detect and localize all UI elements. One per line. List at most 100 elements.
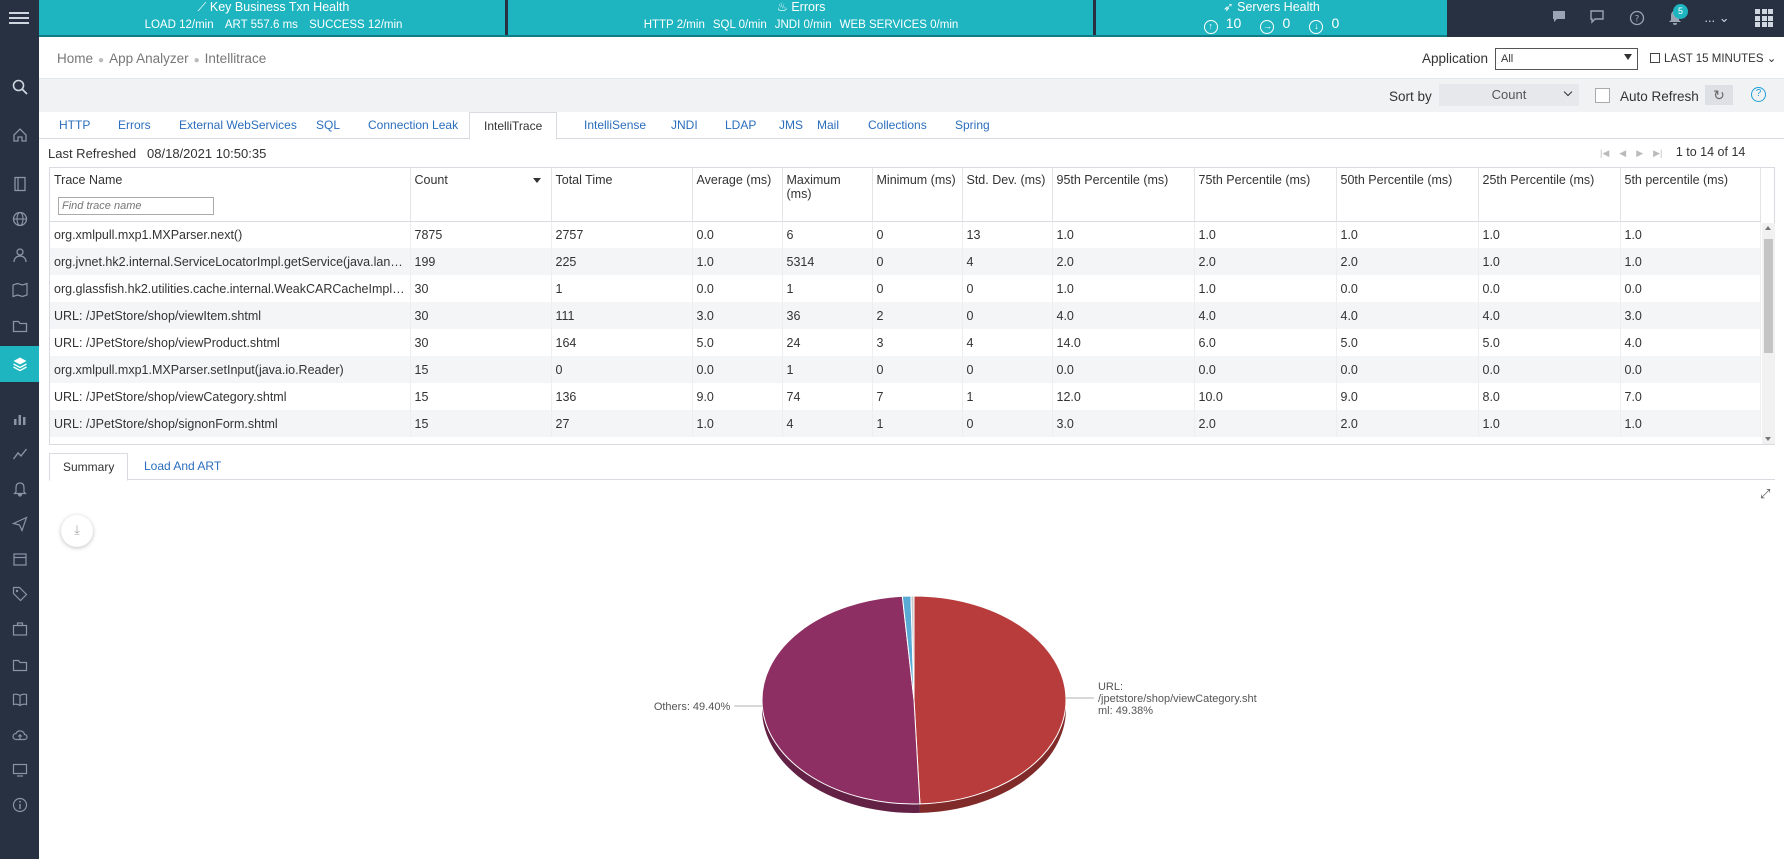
first-page-icon[interactable]: |◀	[1600, 148, 1610, 158]
tab-ldap[interactable]: LDAP	[725, 118, 757, 132]
user-icon[interactable]	[0, 243, 39, 267]
auto-refresh-checkbox[interactable]	[1595, 88, 1610, 103]
breadcrumb-app-analyzer[interactable]: App Analyzer	[109, 51, 189, 66]
cloud-upload-icon[interactable]	[0, 723, 39, 747]
tab-spring[interactable]: Spring	[955, 118, 990, 132]
table-cell: 4.0	[1052, 302, 1195, 329]
tab-intellisense[interactable]: IntelliSense	[584, 118, 647, 132]
servers-up[interactable]: ↑ 10	[1200, 16, 1246, 34]
col-total-time[interactable]: Total Time	[551, 168, 693, 222]
calendar-icon[interactable]	[0, 547, 39, 571]
table-row[interactable]: URL: /JPetStore/shop/viewProduct.shtml 30…	[50, 329, 1761, 356]
tab-intellitrace[interactable]: IntelliTrace	[469, 112, 558, 140]
expand-icon[interactable]: ⤢	[1760, 486, 1771, 501]
kpi-servers-health[interactable]: ➶ Servers Health ↑ 10 → 0 ↓ 0	[1096, 0, 1447, 36]
scroll-up-icon[interactable]	[1765, 226, 1771, 230]
time-range-picker[interactable]: LAST 15 MINUTES ⌄	[1650, 51, 1776, 65]
folder-open-icon[interactable]	[0, 653, 39, 677]
user-menu[interactable]: ... ⌄	[1702, 10, 1732, 26]
open-book-icon[interactable]	[0, 688, 39, 712]
globe-icon[interactable]	[0, 207, 39, 231]
kpi-errors[interactable]: ♨ Errors HTTP 2/min SQL 0/min JNDI 0/min WE…	[508, 0, 1094, 36]
tab-external-webservices[interactable]: External WebServices	[179, 118, 297, 132]
pie-slice[interactable]	[913, 595, 1067, 805]
tab-load-and-art[interactable]: Load And ART	[144, 459, 222, 473]
prev-page-icon[interactable]: ◀	[1619, 148, 1627, 158]
scroll-down-icon[interactable]	[1765, 437, 1771, 441]
find-trace-input[interactable]	[58, 197, 214, 215]
tab-collections[interactable]: Collections	[868, 118, 927, 132]
monitor-icon[interactable]	[0, 758, 39, 782]
briefcase-icon[interactable]	[0, 617, 39, 641]
line-chart-icon[interactable]	[0, 442, 39, 466]
col-p25[interactable]: 25th Percentile (ms)	[1478, 168, 1621, 222]
col-trace-name[interactable]: Trace Name	[50, 168, 411, 222]
table-cell: 3.0	[692, 302, 783, 329]
home-icon[interactable]	[0, 123, 39, 147]
tab-connection-leak[interactable]: Connection Leak	[368, 118, 459, 132]
col-p95[interactable]: 95th Percentile (ms)	[1052, 168, 1195, 222]
tab-errors[interactable]: Errors	[118, 118, 151, 132]
pie-slice[interactable]	[910, 595, 915, 701]
help-icon[interactable]: ?	[1751, 87, 1766, 102]
next-page-icon[interactable]: ▶	[1636, 148, 1644, 158]
tab-mail[interactable]: Mail	[817, 118, 840, 132]
sort-by-select[interactable]: Count	[1439, 84, 1579, 106]
table-cell: URL: /JPetStore/shop/viewCategory.shtml	[50, 383, 411, 410]
bar-chart-icon[interactable]	[0, 407, 39, 431]
servers-down[interactable]: ↓ 0	[1305, 16, 1343, 34]
table-row[interactable]: org.xmlpull.mxp1.MXParser.setInput(java.…	[50, 356, 1761, 383]
breadcrumb-home[interactable]: Home	[57, 51, 94, 66]
search-icon[interactable]	[0, 75, 39, 99]
tab-summary[interactable]: Summary	[49, 453, 129, 481]
pie-slice[interactable]	[761, 595, 921, 805]
col-count[interactable]: Count	[410, 168, 552, 222]
table-row[interactable]: URL: /JPetStore/shop/viewCategory.shtml 1…	[50, 383, 1761, 410]
table-cell: 7875	[410, 221, 552, 248]
table-row[interactable]: org.xmlpull.mxp1.MXParser.next() 7875 2757…	[50, 221, 1761, 248]
scroll-thumb[interactable]	[1764, 239, 1773, 353]
apps-grid-icon[interactable]	[1755, 9, 1773, 27]
info-icon[interactable]	[0, 793, 39, 817]
tag-icon[interactable]	[0, 582, 39, 606]
col-maximum[interactable]: Maximum (ms)	[782, 168, 873, 222]
table-row[interactable]: URL: /JPetStore/shop/viewItem.shtml 30 111…	[50, 302, 1761, 329]
col-minimum[interactable]: Minimum (ms)	[872, 168, 963, 222]
servers-warning[interactable]: → 0	[1256, 16, 1294, 34]
refresh-button[interactable]: ↻	[1705, 85, 1733, 105]
table-cell: 74	[782, 383, 873, 410]
kpi-title: Key Business Txn Health	[209, 0, 350, 14]
table-row[interactable]: org.glassfish.hk2.utilities.cache.intern…	[50, 275, 1761, 302]
download-button[interactable]: ⤓	[61, 515, 93, 547]
application-select[interactable]: All	[1495, 48, 1638, 70]
send-icon[interactable]	[0, 512, 39, 536]
trace-table: Trace Name Count Total Time Average (ms)…	[49, 167, 1775, 445]
table-row[interactable]: URL: /JPetStore/shop/signonForm.shtml 15 2…	[50, 410, 1761, 437]
tab-http[interactable]: HTTP	[59, 118, 91, 132]
tab-sql[interactable]: SQL	[316, 118, 341, 132]
col-std-dev[interactable]: Std. Dev. (ms)	[962, 168, 1053, 222]
chat-icon[interactable]	[1550, 10, 1568, 26]
last-page-icon[interactable]: ▶|	[1653, 148, 1663, 158]
col-p50[interactable]: 50th Percentile (ms)	[1336, 168, 1479, 222]
help-circle-icon[interactable]: ?	[1628, 10, 1646, 26]
auto-refresh-label[interactable]: Auto Refresh	[1620, 89, 1699, 104]
tab-jndi[interactable]: JNDI	[671, 118, 698, 132]
col-p5[interactable]: 5th percentile (ms)	[1620, 168, 1761, 222]
comments-icon[interactable]	[1588, 10, 1606, 26]
tab-jms[interactable]: JMS	[779, 118, 803, 132]
hamburger-menu-icon[interactable]	[9, 9, 29, 27]
col-p75[interactable]: 75th Percentile (ms)	[1194, 168, 1337, 222]
layers-icon[interactable]	[0, 346, 39, 382]
table-row[interactable]: org.jvnet.hk2.internal.ServiceLocatorImp…	[50, 248, 1761, 275]
map-icon[interactable]	[0, 278, 39, 302]
table-scrollbar[interactable]	[1762, 223, 1775, 444]
table-cell: 0.0	[1478, 356, 1621, 383]
kpi-key-business-txn[interactable]: ⟋ Key Business Txn Health LOAD 12/min AR…	[39, 0, 508, 36]
col-average[interactable]: Average (ms)	[692, 168, 783, 222]
application-select-value: All	[1501, 53, 1514, 65]
bell-icon[interactable]	[0, 477, 39, 501]
folder-icon[interactable]	[0, 314, 39, 338]
book-icon[interactable]	[0, 172, 39, 196]
kpi-stat: WEB SERVICES 0/min	[839, 19, 959, 31]
